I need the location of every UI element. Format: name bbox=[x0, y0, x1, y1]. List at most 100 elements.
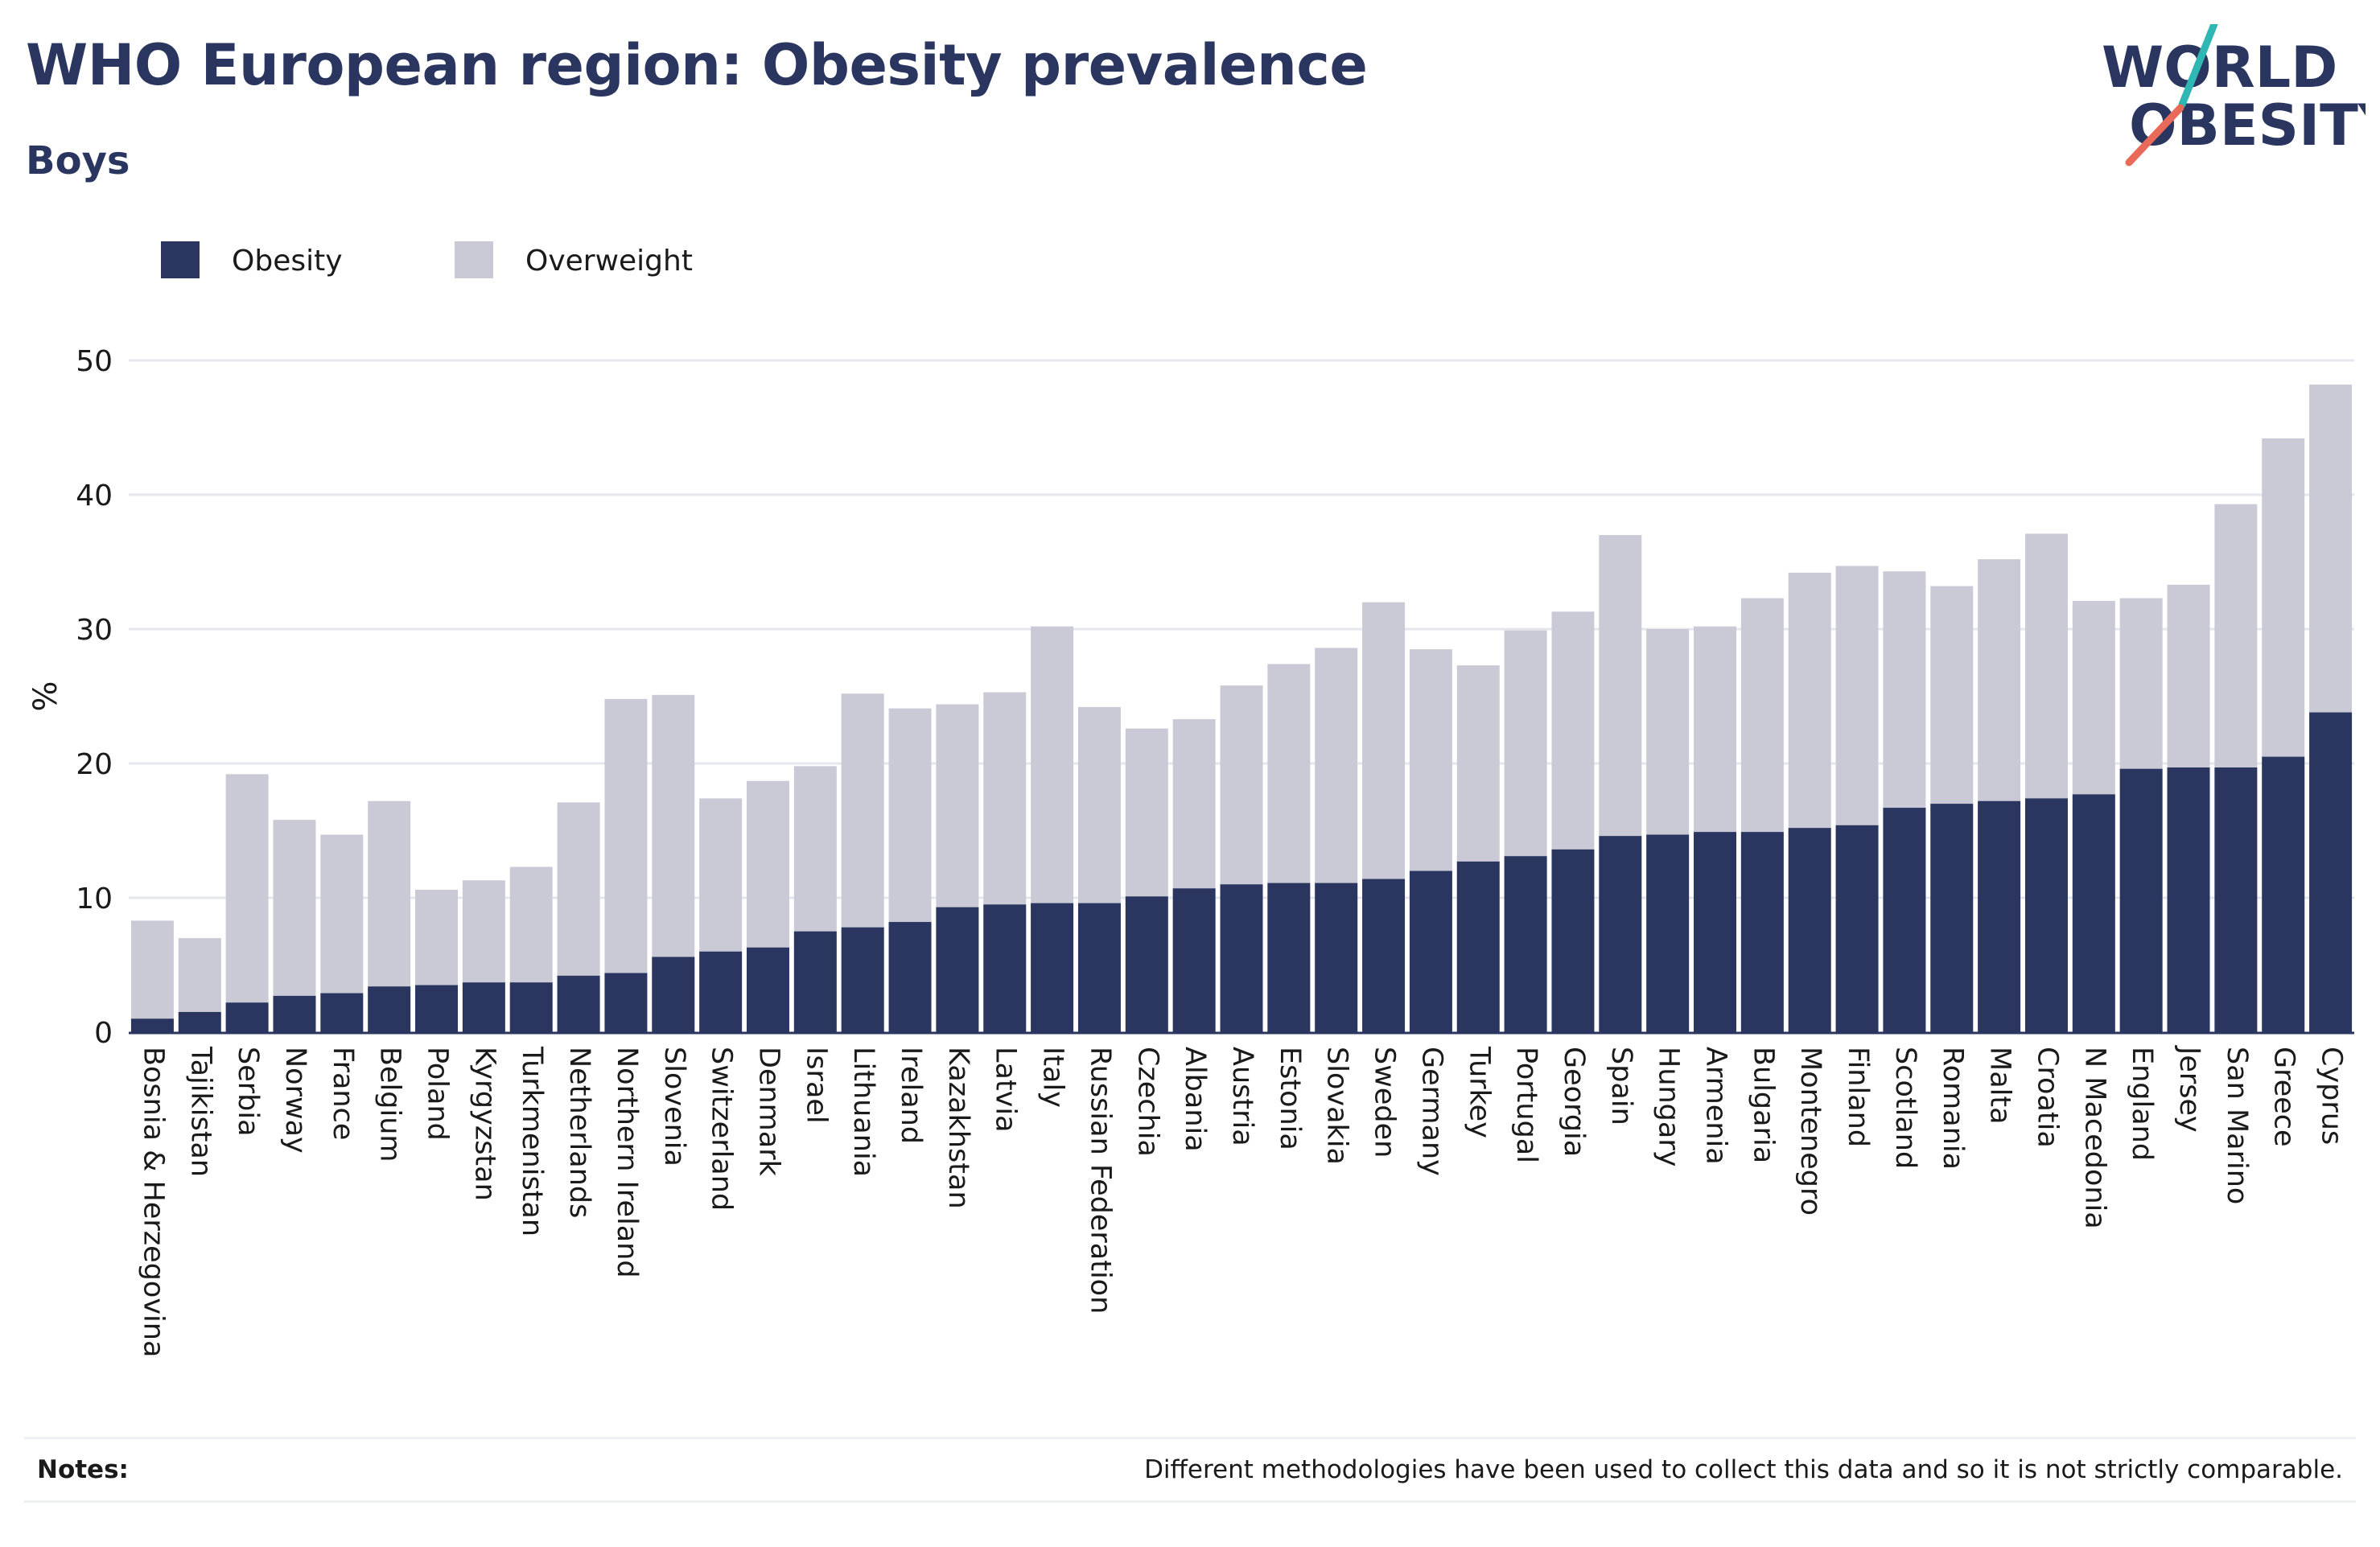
x-tick-label: Montenegro bbox=[1794, 1047, 1826, 1216]
x-tick-label: Italy bbox=[1037, 1047, 1069, 1108]
x-tick-label: Finland bbox=[1842, 1047, 1874, 1147]
x-tick-label: Armenia bbox=[1700, 1047, 1732, 1165]
y-tick-label: 20 bbox=[76, 748, 113, 781]
bar-obesity bbox=[1504, 856, 1547, 1032]
bar-obesity bbox=[793, 931, 837, 1032]
bar-obesity bbox=[2119, 768, 2163, 1032]
x-tick-label: Romania bbox=[1937, 1047, 1969, 1170]
x-tick-label: Northern Ireland bbox=[611, 1047, 643, 1278]
x-tick-label: Slovakia bbox=[1321, 1047, 1353, 1165]
bar-obesity bbox=[2167, 767, 2210, 1032]
x-tick-label: Portugal bbox=[1510, 1047, 1542, 1163]
bar-obesity bbox=[1315, 883, 1358, 1032]
bar-obesity bbox=[1740, 832, 1784, 1032]
y-tick-label: 40 bbox=[76, 479, 113, 512]
bar-obesity bbox=[936, 907, 979, 1032]
bar-obesity bbox=[225, 1002, 269, 1032]
bar-obesity bbox=[178, 1011, 221, 1032]
legend: Obesity Overweight bbox=[161, 241, 693, 278]
bar-obesity bbox=[888, 922, 932, 1032]
bar-obesity bbox=[1267, 883, 1311, 1032]
bar-obesity bbox=[130, 1018, 174, 1032]
world-obesity-logo: WORLD OBESITY bbox=[2102, 24, 2366, 167]
x-tick-label: Austria bbox=[1226, 1047, 1258, 1146]
x-tick-label: Belgium bbox=[374, 1047, 406, 1162]
bar-obesity bbox=[1835, 825, 1879, 1032]
chart-subtitle: Boys bbox=[26, 138, 130, 183]
x-tick-label: Estonia bbox=[1274, 1047, 1306, 1150]
bar-obesity bbox=[1172, 888, 1216, 1032]
x-tick-label: Bulgaria bbox=[1747, 1047, 1779, 1163]
x-tick-label: Jersey bbox=[2173, 1045, 2205, 1133]
bar-obesity bbox=[2262, 756, 2305, 1032]
x-tick-label: Czechia bbox=[1131, 1047, 1163, 1157]
x-tick-label: N Macedonia bbox=[2078, 1047, 2110, 1229]
bar-obesity bbox=[2309, 712, 2353, 1032]
x-tick-label: Israel bbox=[800, 1047, 832, 1124]
logo-line-1: WORLD bbox=[2102, 35, 2337, 101]
bar-obesity bbox=[2024, 798, 2068, 1032]
bar-obesity bbox=[1077, 903, 1121, 1032]
y-tick-label: 30 bbox=[76, 614, 113, 647]
x-tick-label: Scotland bbox=[1889, 1047, 1921, 1169]
bar-obesity bbox=[1125, 896, 1168, 1032]
bar-obesity bbox=[1031, 903, 1074, 1032]
x-tick-label: Sweden bbox=[1369, 1047, 1401, 1158]
bar-obesity bbox=[1220, 884, 1263, 1032]
bar-obesity bbox=[368, 986, 411, 1032]
bars bbox=[129, 385, 2354, 1035]
x-tick-label: Switzerland bbox=[706, 1047, 738, 1211]
x-tick-label: Kazakhstan bbox=[942, 1047, 974, 1209]
legend-label-overweight: Overweight bbox=[525, 245, 693, 278]
bar-obesity bbox=[320, 993, 364, 1032]
bar-obesity bbox=[415, 985, 459, 1032]
notes-panel: Notes: Different methodologies have been… bbox=[24, 1437, 2356, 1503]
bar-obesity bbox=[1883, 808, 1926, 1032]
bar-obesity bbox=[273, 995, 316, 1032]
bar-overweight bbox=[225, 774, 269, 1032]
x-tick-label: Denmark bbox=[752, 1047, 784, 1177]
x-tick-label: Russian Federation bbox=[1084, 1047, 1116, 1314]
x-tick-label: Hungary bbox=[1653, 1047, 1685, 1166]
x-tick-label: Spain bbox=[1605, 1047, 1637, 1125]
x-tick-label: Netherlands bbox=[563, 1047, 595, 1218]
x-tick-label: Norway bbox=[279, 1047, 311, 1154]
bar-obesity bbox=[747, 947, 789, 1032]
bar-obesity bbox=[1409, 870, 1452, 1032]
x-tick-label: Ireland bbox=[895, 1047, 927, 1144]
bar-obesity bbox=[841, 927, 884, 1032]
bar-obesity bbox=[462, 982, 505, 1032]
bar-obesity bbox=[2072, 794, 2115, 1032]
notes-text: Different methodologies have been used t… bbox=[1144, 1455, 2343, 1484]
bar-obesity bbox=[1788, 828, 1831, 1032]
x-tick-label: Albania bbox=[1179, 1047, 1211, 1152]
bar-obesity bbox=[1978, 800, 2021, 1032]
x-tick-label: Poland bbox=[422, 1047, 454, 1141]
bar-obesity bbox=[1456, 861, 1500, 1032]
bar-obesity bbox=[604, 973, 648, 1032]
x-tick-label: Latvia bbox=[990, 1047, 1022, 1133]
y-tick-label: 50 bbox=[76, 345, 113, 378]
y-tick-label: 10 bbox=[76, 883, 113, 915]
x-tick-label: Kyrgyzstan bbox=[468, 1047, 500, 1201]
notes-label: Notes: bbox=[37, 1455, 129, 1484]
bar-obesity bbox=[1362, 878, 1406, 1032]
legend-swatch-overweight bbox=[455, 241, 493, 278]
bar-obesity bbox=[1551, 849, 1595, 1032]
x-tick-label: Tajikistan bbox=[184, 1046, 216, 1177]
x-tick-label: Malta bbox=[1984, 1047, 2016, 1125]
bar-obesity bbox=[509, 982, 553, 1032]
x-tick-label: Turkmenistan bbox=[516, 1046, 548, 1236]
x-tick-label: Greece bbox=[2268, 1047, 2300, 1147]
legend-label-obesity: Obesity bbox=[232, 245, 343, 278]
x-tick-label: Turkey bbox=[1463, 1046, 1495, 1138]
bar-obesity bbox=[983, 904, 1027, 1032]
bar-obesity bbox=[2214, 767, 2258, 1032]
y-axis-label: % bbox=[27, 681, 64, 711]
chart-title: WHO European region: Obesity prevalence bbox=[26, 32, 1368, 98]
logo-slash-bottom bbox=[2125, 104, 2184, 167]
x-tick-label: England bbox=[2126, 1047, 2158, 1161]
bar-chart: Obesity Overweight 0 10 20 30 40 50 Bosnia & H… bbox=[27, 241, 2354, 1357]
x-tick-label: Georgia bbox=[1558, 1047, 1590, 1157]
bar-obesity bbox=[1646, 834, 1690, 1032]
